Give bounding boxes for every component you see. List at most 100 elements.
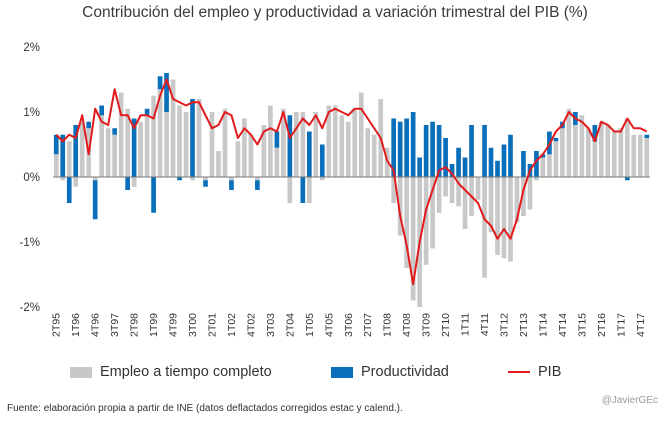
legend-swatch-empleo — [70, 366, 92, 378]
bar-empleo — [339, 115, 345, 177]
legend-item-pib: PIB — [508, 364, 561, 380]
x-tick-label: 3T12 — [498, 313, 510, 337]
bar-empleo — [579, 115, 585, 177]
bar-empleo — [53, 154, 59, 177]
bar-productividad — [508, 134, 513, 177]
bar-productividad — [430, 121, 435, 177]
bar-empleo — [605, 125, 611, 177]
bar-empleo — [501, 177, 507, 259]
bar-empleo — [624, 118, 630, 177]
bar-empleo — [456, 177, 461, 207]
x-tick-label: 1T96 — [70, 313, 82, 337]
bar-productividad — [306, 131, 312, 177]
x-tick-label: 4T05 — [323, 313, 335, 337]
bar-empleo — [294, 112, 299, 177]
bar-empleo — [365, 128, 371, 177]
credit-watermark: @JavierGEc — [601, 395, 658, 406]
bar-productividad — [449, 164, 455, 177]
bar-productividad — [203, 180, 208, 187]
bar-empleo — [287, 177, 293, 203]
bar-empleo — [326, 105, 332, 177]
bar-empleo — [151, 95, 156, 177]
x-tick-label: 2T95 — [51, 313, 63, 337]
bar-empleo — [436, 177, 442, 213]
bar-productividad — [144, 108, 150, 116]
bar-empleo — [430, 177, 435, 249]
bar-empleo — [66, 141, 72, 177]
bar-empleo — [482, 177, 487, 278]
bar-productividad — [436, 125, 442, 177]
bar-empleo — [637, 134, 643, 177]
x-tick-label: 1T08 — [382, 313, 394, 337]
bar-productividad — [501, 144, 507, 177]
bar-productividad — [229, 180, 234, 190]
bar-empleo — [547, 154, 552, 177]
bar-productividad — [410, 112, 416, 177]
bar-empleo — [371, 134, 377, 177]
bar-empleo — [229, 177, 234, 181]
bar-empleo — [475, 177, 481, 200]
x-tick-label: 2T04 — [284, 313, 296, 337]
x-tick-label: 1T17 — [615, 313, 627, 337]
bar-empleo — [514, 177, 520, 223]
bar-productividad — [488, 147, 494, 177]
bar-empleo — [534, 177, 539, 181]
bar-empleo — [553, 141, 559, 177]
bar-productividad — [151, 177, 156, 213]
bar-empleo — [92, 177, 98, 181]
bar-empleo — [261, 125, 267, 177]
bar-productividad — [624, 177, 630, 181]
pib-line — [55, 78, 648, 286]
bar-empleo — [99, 115, 104, 177]
bar-empleo — [488, 177, 494, 233]
bar-productividad — [112, 128, 117, 135]
bar-empleo — [573, 125, 578, 177]
y-tick-label: 0% — [23, 172, 40, 184]
x-axis: 2T95 1T96 4T96 3T97 2T98 1T99 4T99 3T00 2T01 1T02… — [51, 313, 647, 337]
bar-productividad — [177, 177, 182, 181]
bar-productividad — [53, 134, 59, 155]
x-tick-label: 4T17 — [635, 313, 647, 337]
bar-productividad — [157, 76, 163, 90]
bar-productividad — [255, 180, 260, 190]
bar-productividad — [73, 125, 79, 177]
bar-productividad — [404, 118, 409, 177]
y-tick-label: 2% — [23, 42, 40, 54]
bar-productividad — [423, 125, 429, 177]
x-tick-label: 2T07 — [362, 313, 374, 337]
bar-productividad — [540, 154, 546, 158]
bar-productividad — [66, 177, 72, 203]
y-tick-label: -2% — [20, 302, 40, 314]
bar-empleo — [521, 177, 526, 216]
bar-productividad — [125, 177, 130, 190]
x-tick-label: 4T14 — [557, 313, 569, 337]
bar-empleo — [397, 177, 403, 236]
bar-productividad — [417, 157, 422, 177]
bar-productividad — [86, 121, 92, 129]
bar-empleo — [352, 108, 358, 177]
bar-empleo — [631, 134, 637, 177]
bar-empleo — [131, 177, 137, 187]
bar-empleo — [105, 128, 111, 177]
bar-empleo — [183, 112, 189, 177]
bar-empleo — [508, 177, 513, 262]
bar-empleo — [644, 138, 650, 177]
x-tick-label: 3T03 — [265, 313, 277, 337]
bar-productividad — [274, 131, 280, 148]
x-tick-label: 4T11 — [479, 313, 491, 336]
bar-productividad — [521, 151, 526, 177]
bar-empleo — [209, 112, 215, 177]
bar-empleo — [274, 147, 280, 177]
bar-productividad — [391, 118, 397, 177]
bar-empleo — [391, 177, 397, 203]
bar-empleo — [177, 105, 182, 177]
bar-empleo — [495, 177, 500, 255]
bar-empleo — [313, 112, 319, 177]
bar-empleo — [527, 177, 533, 210]
x-tick-label: 4T96 — [90, 313, 102, 337]
bar-productividad — [456, 147, 461, 177]
bar-empleo — [449, 177, 455, 203]
bar-productividad — [644, 134, 650, 138]
y-tick-label: 1% — [23, 107, 40, 119]
bar-productividad — [99, 105, 104, 116]
